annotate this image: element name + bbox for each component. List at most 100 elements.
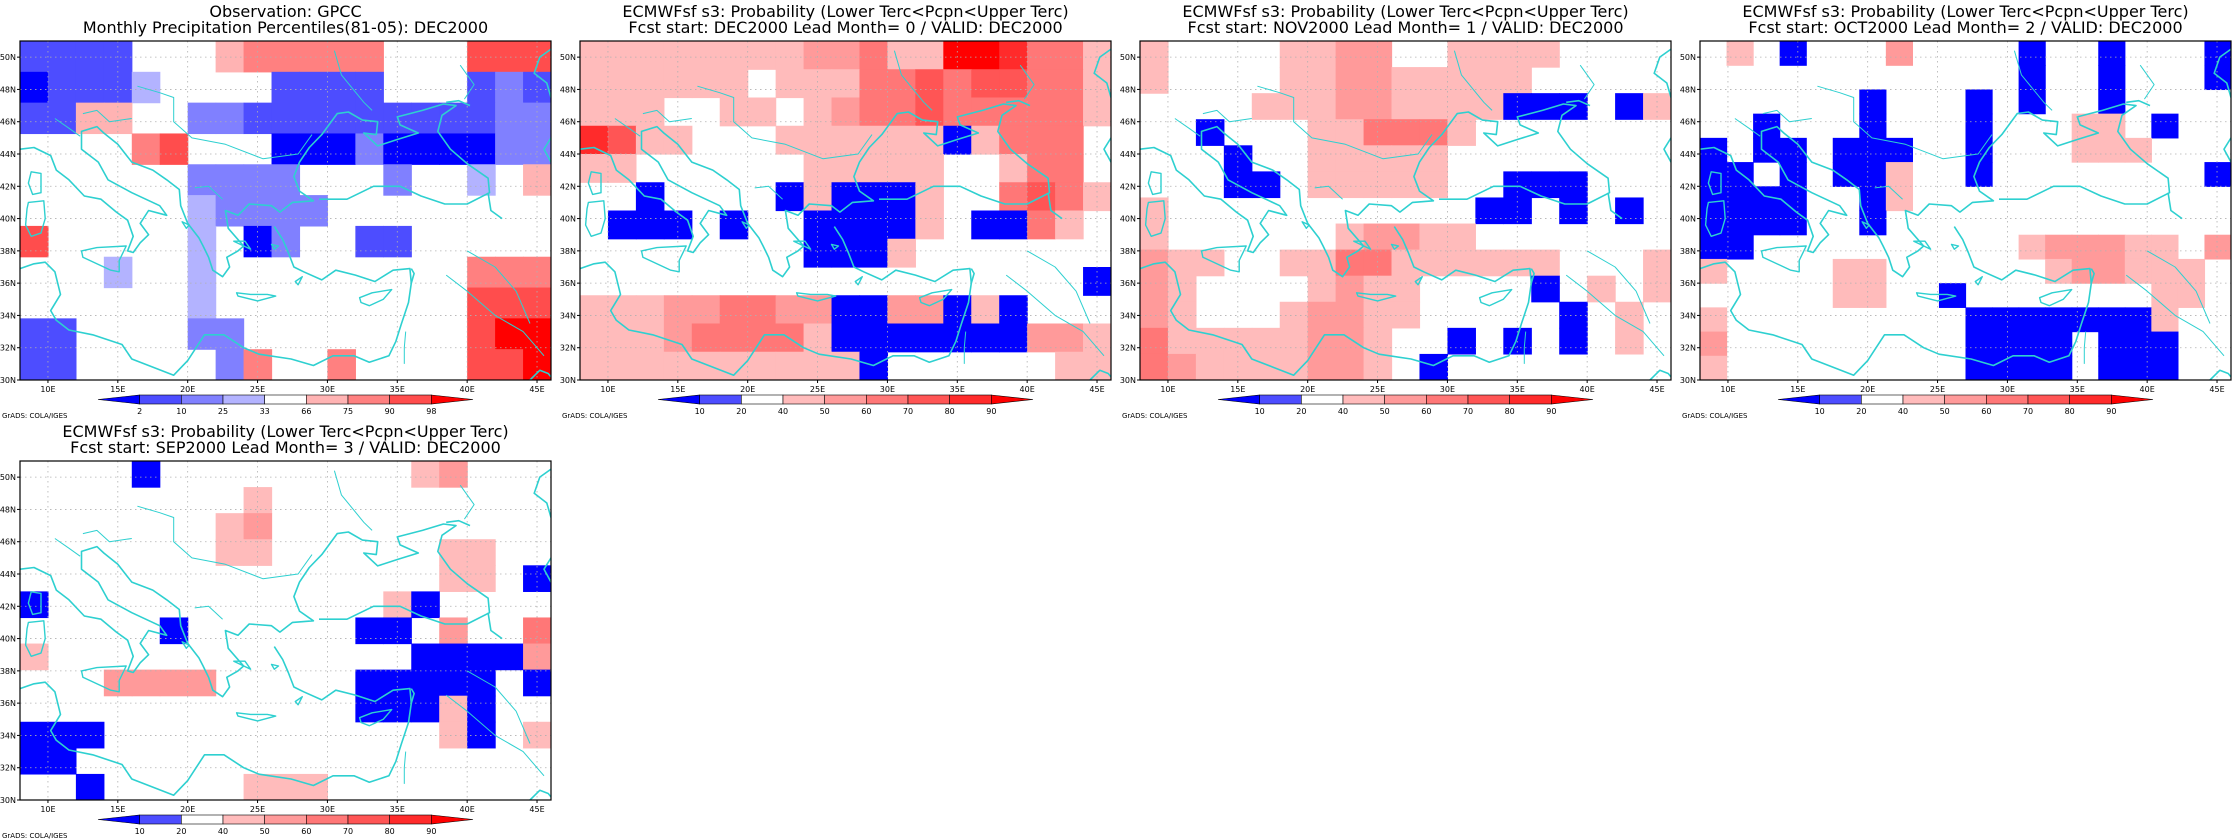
grid-cell bbox=[2124, 355, 2152, 380]
river bbox=[2083, 331, 2087, 364]
grid-cell bbox=[327, 41, 356, 73]
grid-cell bbox=[1307, 93, 1337, 120]
grid-cell bbox=[2151, 283, 2179, 308]
map-panel-lead1: ECMWFsf s3: Probability (Lower Terc<Pcpn… bbox=[1120, 0, 1680, 420]
grid-cell bbox=[831, 125, 861, 155]
grid-cell bbox=[859, 323, 889, 353]
island bbox=[181, 221, 190, 230]
grid-cell bbox=[1055, 210, 1084, 240]
grid-cell bbox=[2098, 65, 2126, 91]
grid-cell bbox=[20, 349, 49, 380]
colorbar-label: 90 bbox=[2106, 407, 2116, 416]
x-tick-label: 15E bbox=[110, 385, 125, 394]
grid-cell bbox=[1307, 249, 1337, 277]
grid-cell bbox=[1195, 249, 1225, 277]
coastline bbox=[1700, 226, 2093, 377]
coastline bbox=[2126, 99, 2151, 107]
colorbar-label: 20 bbox=[736, 407, 746, 416]
grid-cell bbox=[1307, 327, 1337, 355]
map-cells bbox=[1140, 41, 1671, 380]
grid-cell bbox=[243, 164, 273, 196]
river bbox=[333, 470, 373, 531]
grid-cell bbox=[1167, 327, 1197, 355]
grid-cell bbox=[523, 164, 551, 196]
coastline bbox=[2223, 137, 2231, 163]
x-tick-label: 45E bbox=[1649, 385, 1664, 394]
grid-cell bbox=[2098, 234, 2126, 260]
y-tick-label: 42N bbox=[0, 602, 16, 611]
x-tick-label: 20E bbox=[1300, 385, 1315, 394]
grid-cell bbox=[2098, 137, 2126, 163]
y-tick-label: 40N bbox=[560, 215, 576, 224]
coastlines bbox=[580, 48, 1111, 380]
island bbox=[1704, 200, 1726, 238]
grid-cell bbox=[131, 133, 161, 165]
grid-cell bbox=[719, 351, 749, 380]
island bbox=[1760, 245, 1807, 273]
y-tick-label: 36N bbox=[1680, 279, 1696, 288]
grid-cell bbox=[999, 154, 1028, 183]
river bbox=[1174, 118, 1201, 137]
grid-cell bbox=[2204, 234, 2231, 260]
grid-cell bbox=[580, 154, 609, 183]
grid-cell bbox=[355, 225, 384, 258]
grid-cell bbox=[2151, 331, 2179, 357]
grid-cell bbox=[1391, 119, 1421, 146]
grid-cell bbox=[299, 773, 329, 800]
grid-cell bbox=[1195, 119, 1225, 146]
x-tick-label: 20E bbox=[180, 805, 195, 814]
grid-cell bbox=[971, 125, 1000, 155]
x-tick-label: 20E bbox=[740, 385, 755, 394]
map-frame bbox=[19, 40, 552, 381]
y-tick-label: 34N bbox=[1120, 311, 1136, 320]
grid-cell bbox=[803, 125, 833, 155]
colorbar: 10 20 40 50 60 70 80 90 bbox=[1217, 394, 1594, 416]
grid-cell bbox=[2151, 113, 2179, 139]
grid-cell bbox=[1700, 186, 1728, 212]
grid-cell bbox=[971, 295, 1000, 325]
grid-cell bbox=[719, 295, 749, 325]
island bbox=[358, 708, 393, 727]
coastline bbox=[533, 468, 551, 518]
grid-cell bbox=[580, 97, 609, 127]
grid-cell bbox=[467, 643, 496, 671]
grid-cell bbox=[887, 69, 916, 99]
grid-cell bbox=[1307, 353, 1337, 380]
grid-cell bbox=[1279, 67, 1309, 94]
grid-cell bbox=[915, 41, 944, 70]
grid-cell bbox=[915, 323, 944, 353]
grid-cell bbox=[523, 721, 551, 749]
colorbar-label: 50 bbox=[1380, 407, 1390, 416]
grid-cell bbox=[1832, 283, 1860, 308]
grid-cell bbox=[271, 195, 301, 227]
grid-cell bbox=[495, 102, 524, 135]
grid-cell bbox=[635, 69, 665, 99]
coastline bbox=[487, 612, 503, 640]
grid-cell bbox=[1859, 258, 1887, 284]
river bbox=[2125, 274, 2225, 357]
grid-cell bbox=[75, 41, 105, 73]
colorbar-segment bbox=[1384, 394, 1427, 405]
grid-cell bbox=[215, 513, 245, 540]
grid-cell bbox=[1859, 137, 1887, 163]
grid-cell bbox=[2098, 307, 2126, 333]
grid-cell bbox=[243, 102, 273, 135]
grid-cell bbox=[1475, 197, 1504, 225]
colorbar-label: 10 bbox=[1255, 407, 1265, 416]
grid-cell bbox=[635, 351, 665, 380]
colorbar-end-right bbox=[431, 394, 474, 405]
river bbox=[697, 85, 873, 160]
grid-cell bbox=[2124, 258, 2152, 284]
grid-cell bbox=[803, 41, 833, 70]
grid-cell bbox=[439, 617, 468, 645]
colorbar-segment bbox=[306, 394, 349, 405]
coastline bbox=[410, 268, 415, 284]
grid-cell bbox=[1965, 331, 1993, 357]
coastlines bbox=[20, 48, 551, 380]
grid-cell bbox=[1779, 210, 1807, 236]
grid-cell bbox=[803, 154, 833, 183]
grid-cell bbox=[2098, 258, 2126, 284]
island bbox=[80, 245, 127, 273]
y-tick-label: 32N bbox=[560, 344, 576, 353]
river bbox=[54, 538, 81, 557]
